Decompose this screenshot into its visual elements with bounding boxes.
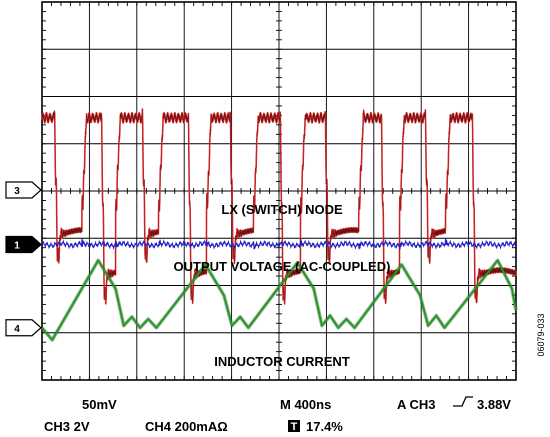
channel-4-marker-label: 4 — [14, 324, 20, 335]
lx-node-label: LX (SWITCH) NODE — [221, 202, 343, 217]
output-voltage-label: OUTPUT VOLTAGE (AC-COUPLED) — [174, 259, 391, 274]
inductor-current-trace — [41, 259, 517, 341]
trigger-position-readout: 17.4% — [306, 419, 343, 434]
graticule — [41, 1, 517, 381]
ch1-scale-readout: 50mV — [82, 397, 117, 412]
channel-3-marker — [5, 181, 42, 199]
trigger-position-glyph: T — [291, 421, 298, 433]
figure-id: 06079-033 — [536, 313, 546, 356]
timebase-readout: M 400ns — [280, 397, 331, 412]
output-voltage-trace — [41, 237, 517, 250]
channel-markers: 3 1 4 — [5, 181, 42, 337]
lx-node-trace-core — [41, 109, 517, 304]
trigger-source-readout: A CH3 — [397, 397, 436, 412]
trigger-position-icon — [288, 420, 300, 432]
trigger-level-readout: 3.88V — [477, 397, 511, 412]
channel-4-marker — [5, 319, 42, 337]
ch3-scale-readout: CH3 2V — [44, 419, 90, 434]
inductor-current-label: INDUCTOR CURRENT — [214, 354, 350, 369]
rising-edge-icon — [453, 396, 473, 407]
channel-1-marker-label: 1 — [14, 241, 20, 252]
trace-area — [40, 108, 518, 342]
channel-1-marker — [5, 235, 42, 254]
ch4-scale-readout: CH4 200mAΩ — [145, 419, 228, 434]
screen-border — [41, 1, 517, 381]
channel-3-marker-label: 3 — [14, 186, 20, 197]
